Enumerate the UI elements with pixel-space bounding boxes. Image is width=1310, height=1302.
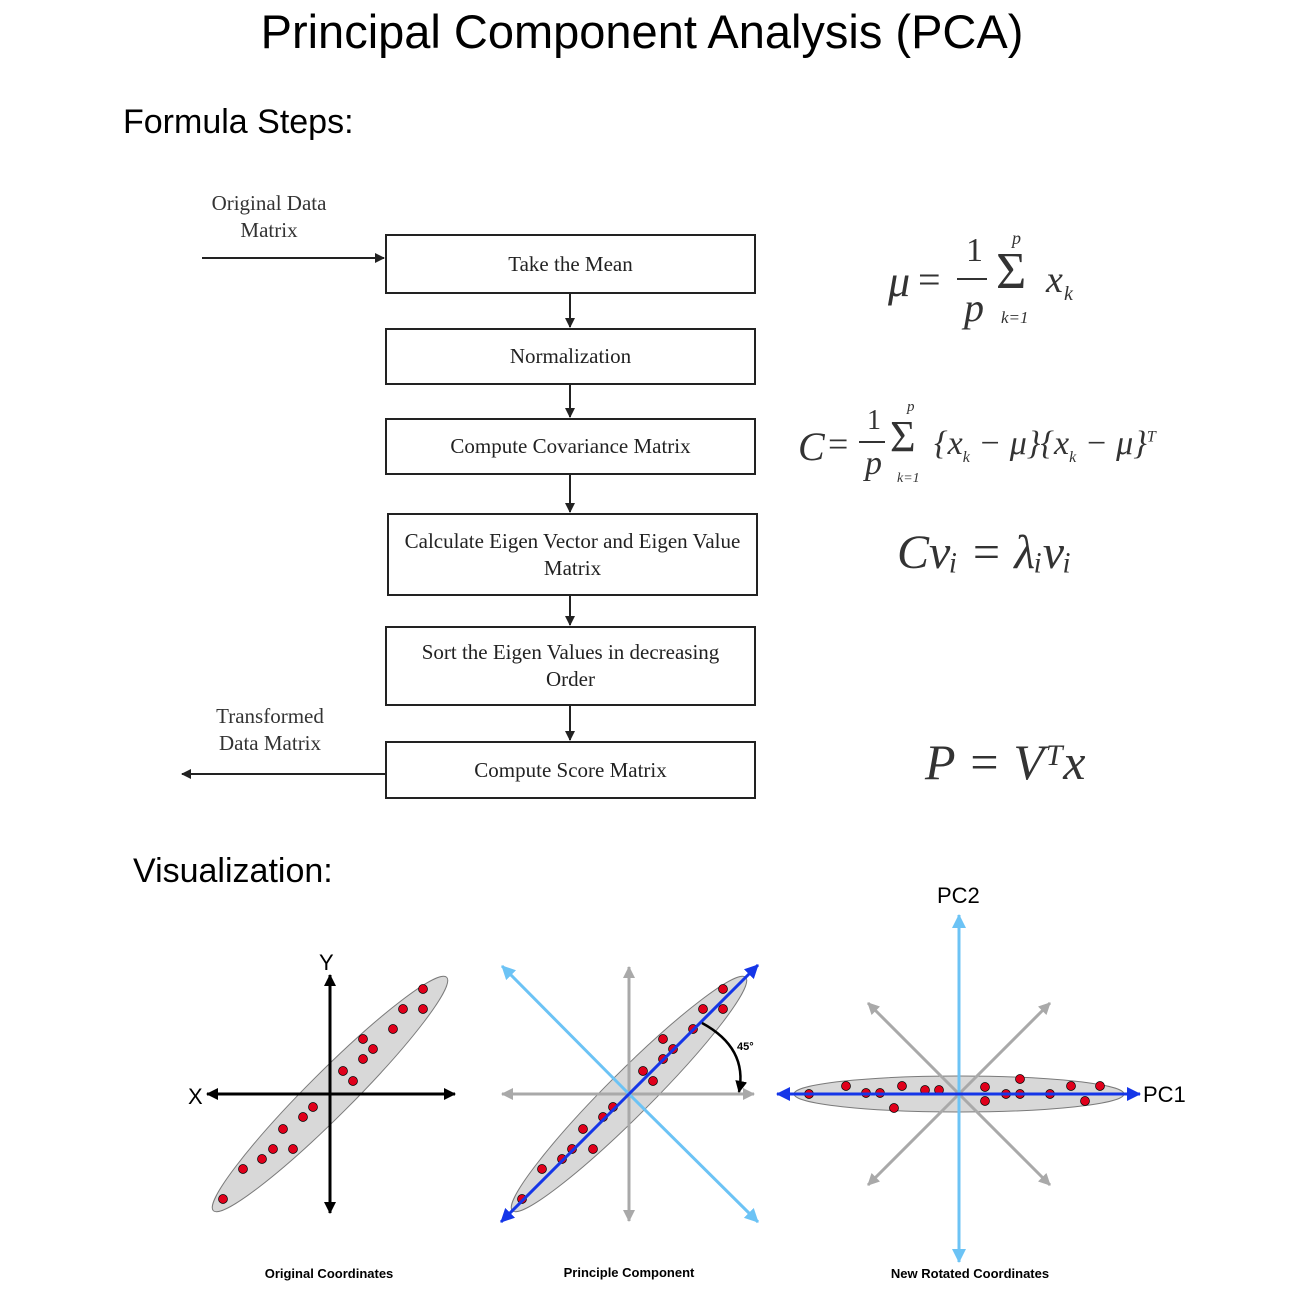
data-point — [638, 1066, 648, 1076]
equation-eigen: Cvᵢ = λᵢvᵢ — [897, 526, 1072, 579]
principal-component-axis — [499, 1092, 631, 1224]
equation-mean: μ = 1 p p Σ k=1 x k — [888, 228, 1073, 330]
y-axis-label: Y — [319, 950, 334, 975]
data-point — [980, 1096, 990, 1106]
x-axis-label: X — [188, 1084, 203, 1109]
data-point — [841, 1081, 851, 1091]
data-point — [238, 1164, 248, 1174]
equation-covariance: C = 1 p p Σ k=1 {xk − μ}{xk − μ}T — [798, 399, 1156, 486]
data-point — [588, 1144, 598, 1154]
data-point — [889, 1103, 899, 1113]
section-heading-formula: Formula Steps: — [123, 103, 354, 141]
input-label: Original Data Matrix — [211, 191, 327, 242]
orthogonal-axis — [627, 1092, 760, 1224]
faded-diagonal-axis — [957, 1001, 1052, 1096]
faded-diagonal-axis — [866, 1092, 961, 1187]
data-point — [658, 1034, 668, 1044]
data-point — [698, 1004, 708, 1014]
data-point — [368, 1044, 378, 1054]
rotation-arc — [701, 1021, 748, 1093]
faded-diagonal-axis — [866, 1001, 961, 1096]
step-eigen: Calculate Eigen Vector and Eigen Value M… — [387, 513, 758, 596]
data-point — [358, 1054, 368, 1064]
equation-score: P = Vᵀx — [925, 734, 1086, 790]
data-point — [268, 1144, 278, 1154]
data-point — [1015, 1074, 1025, 1084]
section-heading-visualization: Visualization: — [133, 852, 333, 890]
data-point — [718, 984, 728, 994]
data-point — [358, 1034, 368, 1044]
data-point — [418, 984, 428, 994]
caption-principle-component: Principle Component — [563, 1265, 695, 1280]
data-points — [218, 984, 428, 1204]
data-point — [308, 1102, 318, 1112]
data-point — [288, 1144, 298, 1154]
angle-label: 45° — [737, 1041, 754, 1053]
step-sort: Sort the Eigen Values in decreasing Orde… — [385, 626, 756, 706]
data-point — [278, 1124, 288, 1134]
caption-new-rotated-coordinates: New Rotated Coordinates — [890, 1266, 1050, 1281]
pc1-label: PC1 — [1143, 1082, 1186, 1107]
data-point — [648, 1076, 658, 1086]
step-normalization: Normalization — [385, 328, 756, 385]
data-point — [418, 1004, 428, 1014]
data-point — [338, 1066, 348, 1076]
data-point — [218, 1194, 228, 1204]
principal-component-axis — [627, 963, 760, 1096]
data-point — [388, 1024, 398, 1034]
data-point — [257, 1154, 267, 1164]
orthogonal-axis — [500, 964, 631, 1096]
faded-diagonal-axis — [957, 1092, 1052, 1187]
data-point — [718, 1004, 728, 1014]
panel-original-coordinates: X Y — [188, 950, 456, 1214]
step-covariance: Compute Covariance Matrix — [385, 418, 756, 475]
data-point — [578, 1124, 588, 1134]
data-point — [298, 1112, 308, 1122]
step-score: Compute Score Matrix — [385, 741, 756, 799]
output-label: Transformed Data Matrix — [216, 704, 324, 755]
data-point — [348, 1076, 358, 1086]
data-point — [398, 1004, 408, 1014]
pc2-label: PC2 — [937, 883, 980, 908]
page-title: Principal Component Analysis (PCA) — [260, 5, 1024, 58]
data-point — [897, 1081, 907, 1091]
panel-new-rotated-coordinates: PC1 PC2 — [776, 883, 1186, 1263]
data-point — [1066, 1081, 1076, 1091]
panel-principle-component: 45° — [499, 963, 760, 1224]
caption-original-coordinates: Original Coordinates — [264, 1266, 394, 1281]
data-point — [980, 1082, 990, 1092]
data-point — [1095, 1081, 1105, 1091]
data-point — [537, 1164, 547, 1174]
step-take-mean: Take the Mean — [385, 234, 756, 294]
data-point — [1080, 1096, 1090, 1106]
